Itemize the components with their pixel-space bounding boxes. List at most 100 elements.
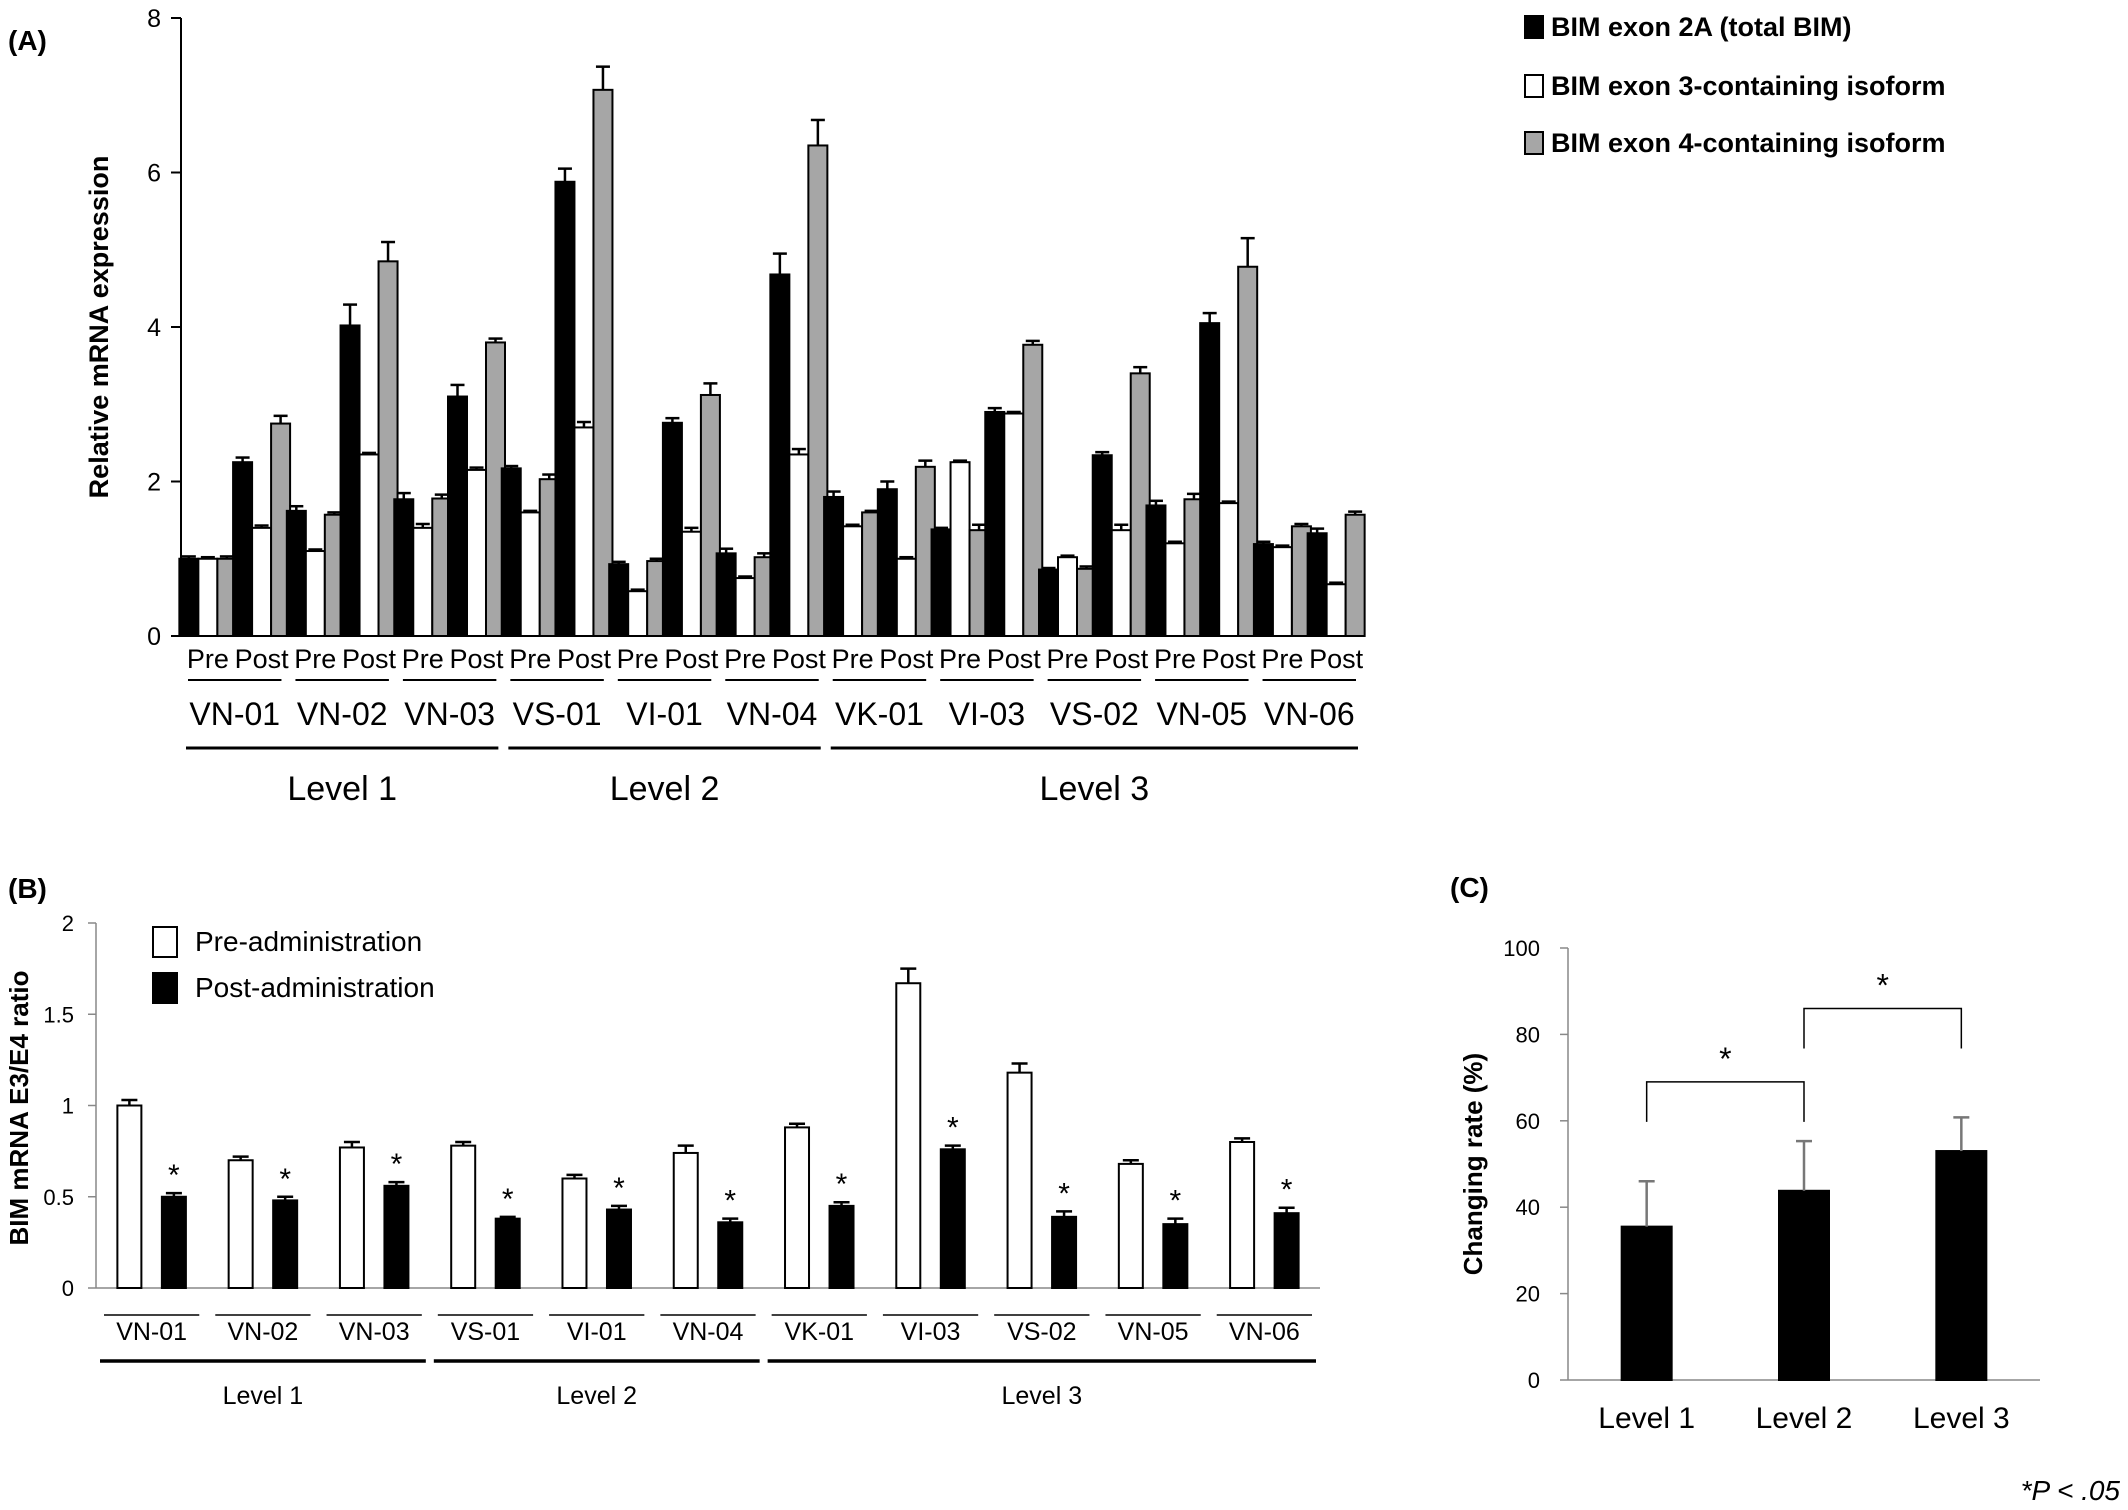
footnote: *P < .05 <box>2021 1475 2121 1506</box>
panel-a-bar-vn-06-post-s3-error <box>1348 510 1363 515</box>
panel-a-bar-vn-02-post-s3-error <box>381 240 396 262</box>
panel-a-bar-vi-01-post-s1 <box>661 421 683 638</box>
panel-c-bar-level-3 <box>1935 1150 1988 1382</box>
panel-a-bar-vn-02-post-s1 <box>339 324 361 637</box>
panel-a-patient-label: VN-05 <box>1156 696 1247 732</box>
panel-b-category-label: VS-01 <box>451 1318 520 1346</box>
panel-a-bar-vn-03-post-s3-error <box>488 337 503 343</box>
panel-b-significance-star: * <box>1170 1185 1182 1218</box>
panel-a-bar-vn-06-post-s1 <box>1306 532 1328 638</box>
panel-a-bar-vs-02-pre-s1 <box>1038 568 1059 637</box>
panel-a-bar-vi-03-pre-s3-error <box>972 523 987 531</box>
panel-c-category-label: Level 2 <box>1756 1402 1853 1435</box>
panel-a-bar-vn-01-post-s1-error <box>235 456 250 463</box>
panel-b-legend-swatch-1 <box>152 926 178 958</box>
panel-a-bar-vs-02-post-s1-error <box>1095 450 1110 456</box>
panel-a-bar-vn-03-pre-s2-error <box>415 522 430 528</box>
panel-a-bar-vn-03-pre-s2 <box>412 526 434 637</box>
panel-a-bar-vi-01-pre-s3-error <box>649 557 664 562</box>
panel-b-bar-vn-02-post <box>272 1199 299 1290</box>
panel-a-bar-vn-03-pre-s1-error <box>396 491 411 500</box>
panel-b-category-label: VN-04 <box>673 1318 744 1346</box>
panel-b-legend-label: Pre-administration <box>195 926 422 957</box>
panel-a-bar-vi-01-pre-s1-error <box>611 560 626 565</box>
panel-a-bar-vi-01-post-s1-error <box>665 416 680 423</box>
panel-b-bar-vk-01-pre-error <box>789 1122 806 1128</box>
panel-a-bar-vs-01-post-s1 <box>554 180 576 638</box>
panel-a-timepoint-label: Pre <box>617 644 659 674</box>
panel-a-patient-label: VN-03 <box>404 696 495 732</box>
panel-a-patient-label: VN-01 <box>189 696 280 732</box>
panel-a-bar-vs-02-pre-s3-error <box>1079 565 1094 569</box>
panel-c-category-label: Level 3 <box>1913 1402 2010 1435</box>
panel-a-timepoint-label: Post <box>449 644 504 674</box>
panel-c-y-tick-label: 40 <box>1516 1195 1540 1220</box>
panel-b-bar-vi-03-post <box>939 1148 966 1290</box>
panel-a-level-label: Level 1 <box>287 770 397 808</box>
panel-b-bar-vn-01-post-error <box>165 1191 182 1197</box>
panel-a-y-tick-label: 0 <box>147 623 161 651</box>
panel-c-y-tick-label: 80 <box>1516 1022 1540 1047</box>
panel-a-bar-vs-01-pre-s2-error <box>523 509 538 513</box>
panel-b-category-label: VN-01 <box>116 1318 187 1346</box>
panel-a-bar-vn-06-pre-s1 <box>1252 543 1274 638</box>
panel-b-level-label: Level 2 <box>556 1382 637 1410</box>
panel-a-timepoint-label: Pre <box>1261 644 1303 674</box>
panel-b-bar-vn-06-pre-error <box>1234 1137 1251 1142</box>
panel-b-bar-vs-01-pre <box>450 1144 477 1290</box>
panel-a-level-label: Level 3 <box>1040 770 1150 808</box>
panel-a-level-label: Level 2 <box>610 770 720 808</box>
panel-b-y-tick-label: 1 <box>62 1094 74 1119</box>
panel-a-bar-vn-06-post-s2 <box>1325 583 1347 637</box>
panel-b-bar-vn-04-post-error <box>722 1217 739 1223</box>
panel-a-bar-vs-01-pre-s2 <box>519 511 541 638</box>
panel-a-bar-vn-01-post-s1 <box>232 461 254 637</box>
panel-a-bar-vs-01-post-s2-error <box>576 420 591 428</box>
panel-a-bar-vn-04-post-s1-error <box>772 252 787 275</box>
panel-a-bar-vn-01-post-s2-error <box>254 524 269 528</box>
panel-c-y-tick-label: 0 <box>1528 1368 1540 1393</box>
panel-a-timepoint-label: Post <box>664 644 719 674</box>
panel-a-bar-vk-01-post-s1 <box>876 488 898 637</box>
panel-a-bar-vi-03-post-s2-error <box>1006 410 1021 414</box>
panel-a-bar-vk-01-pre-s3-error <box>864 509 879 513</box>
panel-a-bar-vk-01-pre-s1-error <box>826 490 841 497</box>
panel-b-bar-vn-06-post-error <box>1278 1206 1295 1214</box>
panel-a-bar-vs-02-pre-s2-error <box>1060 554 1075 558</box>
panel-a-patient-label: VS-02 <box>1050 696 1139 732</box>
panel-b-bar-vn-04-pre <box>672 1151 699 1289</box>
panel-a-timepoint-label: Post <box>557 644 612 674</box>
panel-a-legend-swatch-1 <box>1524 15 1544 39</box>
panel-a-timepoint-label: Post <box>1094 644 1149 674</box>
panel-b-category-label: VN-02 <box>227 1318 298 1346</box>
panel-c-bar-level-2 <box>1778 1189 1830 1382</box>
panel-a-bar-vn-05-pre-s3-error <box>1186 492 1201 500</box>
panel-a-timepoint-label: Post <box>342 644 397 674</box>
panel-b-bar-vn-01-pre-error <box>121 1098 138 1106</box>
panel-b-bar-vk-01-post-error <box>833 1200 850 1206</box>
panel-b-y-tick-label: 0 <box>62 1276 74 1301</box>
panel-c-bracket-line <box>1645 1081 1805 1122</box>
panel-a-bar-vn-02-post-s1-error <box>343 303 358 326</box>
panel-c-significance-bracket <box>1803 1007 1963 1049</box>
panel-c-bar-level-1 <box>1620 1225 1673 1382</box>
panel-a-bar-vs-01-pre-s1 <box>500 467 522 637</box>
panel-b-bar-vs-02-pre-error <box>1011 1062 1028 1073</box>
panel-c-label: (C) <box>1450 872 1489 903</box>
panel-a-bar-vn-06-post-s2-error <box>1329 581 1344 585</box>
panel-a-bar-vi-03-post-s1-error <box>987 406 1002 412</box>
panel-a-bar-vi-01-pre-s2 <box>627 590 649 638</box>
panel-a-patient-label: VI-01 <box>626 696 702 732</box>
panel-a-bar-vn-05-post-s1-error <box>1202 311 1217 324</box>
panel-b-bar-vn-04-post <box>717 1221 744 1290</box>
panel-b-significance-star: * <box>947 1112 959 1145</box>
panel-a-bar-vn-05-post-s1 <box>1199 322 1221 637</box>
panel-a-bar-vs-01-pre-s1-error <box>504 464 519 469</box>
panel-b-significance-star: * <box>836 1168 848 1201</box>
panel-b-bar-vn-05-pre <box>1117 1162 1144 1290</box>
panel-a-bar-vn-04-pre-s1 <box>715 552 737 638</box>
panel-c-y-tick-label: 60 <box>1516 1109 1540 1134</box>
panel-a-patient-label: VN-02 <box>297 696 388 732</box>
panel-a-bar-vn-04-pre-s2-error <box>738 575 753 579</box>
panel-b-bar-vn-05-post <box>1162 1223 1189 1289</box>
